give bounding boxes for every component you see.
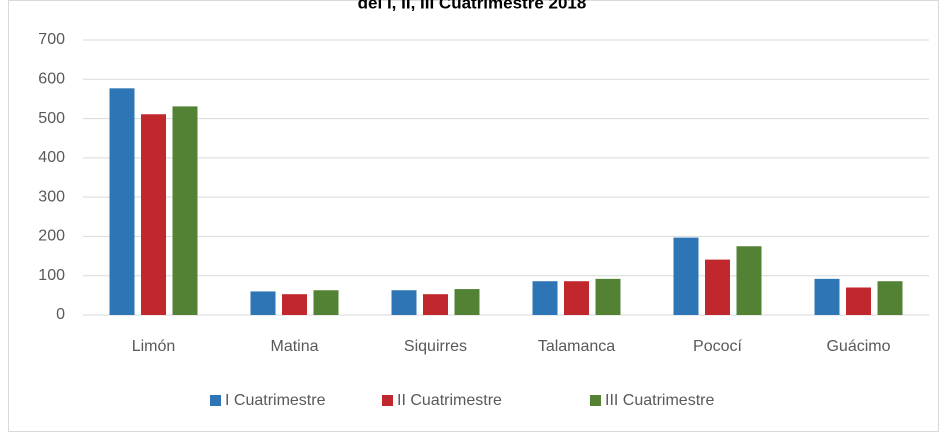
x-tick-label: Limón	[132, 338, 176, 355]
bar	[172, 106, 198, 316]
chart-title: del I, II, III Cuatrimestre 2018	[358, 0, 587, 12]
bar	[877, 281, 903, 315]
x-tick-label: Matina	[270, 338, 318, 355]
y-tick-label: 200	[38, 228, 65, 245]
bar	[313, 290, 339, 315]
x-tick-label: Talamanca	[538, 338, 615, 355]
legend-label: III Cuatrimestre	[605, 392, 714, 409]
y-tick-label: 100	[38, 267, 65, 284]
bar	[141, 114, 166, 315]
bar	[814, 278, 840, 315]
legend-label: II Cuatrimestre	[397, 392, 502, 409]
x-tick-label: Siquirres	[404, 338, 467, 355]
bar	[595, 278, 621, 315]
legend-swatch	[382, 395, 393, 406]
y-tick-label: 300	[38, 188, 65, 205]
bar	[564, 281, 589, 315]
bar	[423, 294, 448, 315]
bar	[736, 246, 762, 315]
y-tick-label: 500	[38, 110, 65, 127]
bar	[673, 237, 699, 315]
bar	[250, 291, 276, 315]
y-tick-label: 400	[38, 149, 65, 166]
y-tick-label: 600	[38, 71, 65, 88]
bar	[454, 289, 480, 315]
bar	[282, 294, 307, 315]
bar	[391, 290, 417, 315]
bar	[532, 281, 558, 315]
bar	[705, 259, 730, 315]
y-tick-label: 0	[56, 306, 65, 323]
legend-swatch	[210, 395, 221, 406]
legend-label: I Cuatrimestre	[225, 392, 326, 409]
x-tick-label: Guácimo	[826, 338, 890, 355]
y-tick-label: 700	[38, 31, 65, 48]
x-tick-label: Pococí	[693, 338, 742, 355]
legend-swatch	[590, 395, 601, 406]
bar	[109, 88, 135, 315]
bar	[846, 287, 871, 315]
